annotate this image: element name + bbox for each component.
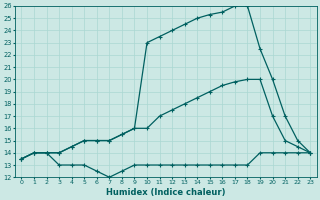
X-axis label: Humidex (Indice chaleur): Humidex (Indice chaleur) [106, 188, 226, 197]
